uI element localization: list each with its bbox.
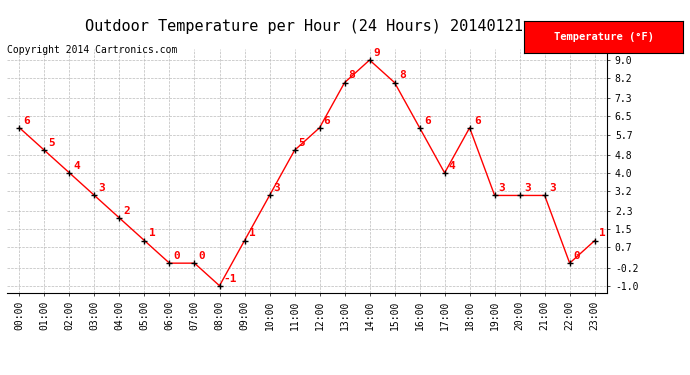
Text: 1: 1 (599, 228, 606, 238)
Text: 3: 3 (524, 183, 531, 193)
Text: 4: 4 (448, 161, 455, 171)
Text: 3: 3 (499, 183, 506, 193)
Text: 6: 6 (23, 116, 30, 126)
Text: Outdoor Temperature per Hour (24 Hours) 20140121: Outdoor Temperature per Hour (24 Hours) … (85, 19, 522, 34)
Text: 8: 8 (348, 70, 355, 81)
Text: 6: 6 (324, 116, 331, 126)
Text: 0: 0 (174, 251, 180, 261)
Text: 3: 3 (99, 183, 106, 193)
Text: 6: 6 (474, 116, 480, 126)
Text: 8: 8 (399, 70, 406, 81)
Text: 3: 3 (549, 183, 555, 193)
Text: 6: 6 (424, 116, 431, 126)
Text: 1: 1 (248, 228, 255, 238)
Text: 1: 1 (148, 228, 155, 238)
Text: Temperature (°F): Temperature (°F) (554, 32, 653, 42)
Text: 3: 3 (274, 183, 280, 193)
Text: 4: 4 (74, 161, 80, 171)
Text: -1: -1 (224, 274, 237, 284)
Text: 9: 9 (374, 48, 380, 58)
Text: 5: 5 (48, 138, 55, 148)
Text: 0: 0 (199, 251, 206, 261)
Text: 0: 0 (574, 251, 580, 261)
Text: Copyright 2014 Cartronics.com: Copyright 2014 Cartronics.com (7, 45, 177, 55)
Text: 5: 5 (299, 138, 306, 148)
Text: 2: 2 (124, 206, 130, 216)
